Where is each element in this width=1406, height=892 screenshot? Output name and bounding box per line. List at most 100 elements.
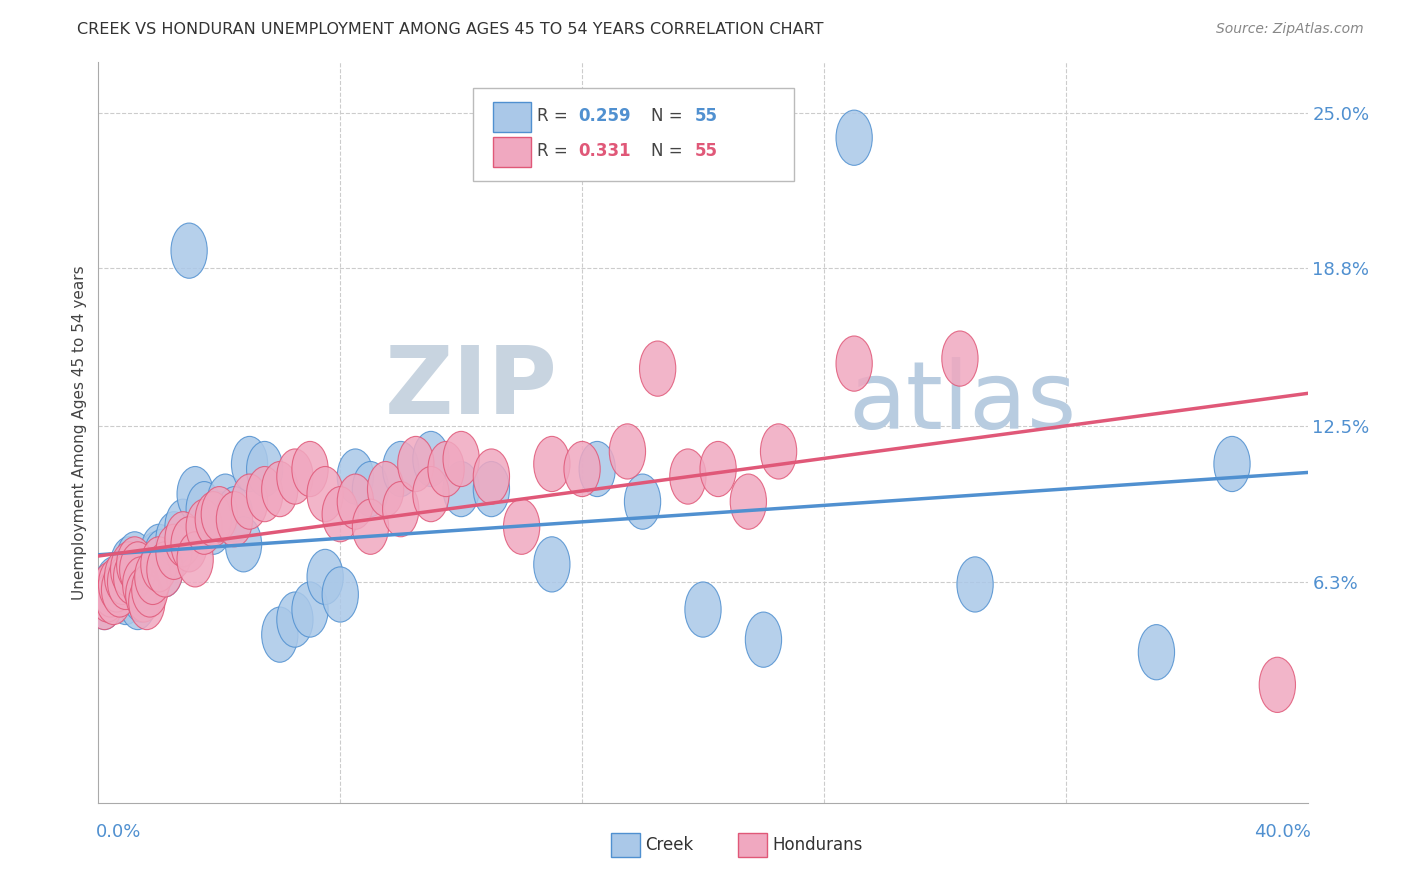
Text: 55: 55 — [695, 107, 717, 125]
Ellipse shape — [322, 567, 359, 622]
Ellipse shape — [90, 567, 125, 622]
Ellipse shape — [114, 549, 150, 605]
Ellipse shape — [132, 554, 167, 609]
Y-axis label: Unemployment Among Ages 45 to 54 years: Unemployment Among Ages 45 to 54 years — [72, 265, 87, 600]
Text: 40.0%: 40.0% — [1254, 823, 1310, 841]
Ellipse shape — [942, 331, 979, 386]
Ellipse shape — [624, 474, 661, 529]
Ellipse shape — [353, 500, 388, 554]
Ellipse shape — [837, 110, 872, 165]
Ellipse shape — [232, 474, 267, 529]
Ellipse shape — [111, 537, 146, 592]
Text: Hondurans: Hondurans — [772, 836, 862, 854]
Ellipse shape — [122, 557, 159, 612]
Text: ZIP: ZIP — [385, 343, 558, 434]
Ellipse shape — [217, 491, 253, 547]
Ellipse shape — [730, 474, 766, 529]
Ellipse shape — [177, 467, 214, 522]
Ellipse shape — [111, 549, 146, 605]
Ellipse shape — [146, 541, 183, 597]
Ellipse shape — [165, 512, 201, 567]
Ellipse shape — [120, 541, 156, 597]
Ellipse shape — [503, 500, 540, 554]
FancyBboxPatch shape — [738, 833, 768, 857]
Ellipse shape — [125, 562, 162, 617]
Ellipse shape — [246, 442, 283, 497]
Ellipse shape — [93, 562, 129, 617]
Ellipse shape — [837, 336, 872, 392]
Ellipse shape — [201, 486, 238, 541]
Ellipse shape — [337, 449, 374, 504]
Ellipse shape — [609, 424, 645, 479]
Ellipse shape — [156, 512, 193, 567]
Ellipse shape — [138, 532, 174, 587]
FancyBboxPatch shape — [612, 833, 640, 857]
Ellipse shape — [207, 474, 243, 529]
Ellipse shape — [172, 516, 207, 572]
Ellipse shape — [957, 557, 993, 612]
Ellipse shape — [1260, 657, 1295, 713]
Ellipse shape — [86, 574, 122, 630]
Ellipse shape — [122, 567, 159, 622]
Ellipse shape — [367, 461, 404, 516]
Ellipse shape — [104, 549, 141, 605]
Ellipse shape — [98, 562, 135, 617]
Ellipse shape — [292, 582, 328, 637]
Ellipse shape — [685, 582, 721, 637]
Text: CREEK VS HONDURAN UNEMPLOYMENT AMONG AGES 45 TO 54 YEARS CORRELATION CHART: CREEK VS HONDURAN UNEMPLOYMENT AMONG AGE… — [77, 22, 824, 37]
Ellipse shape — [146, 541, 183, 597]
Ellipse shape — [165, 500, 201, 554]
Ellipse shape — [98, 557, 135, 612]
FancyBboxPatch shape — [474, 88, 793, 181]
Ellipse shape — [225, 516, 262, 572]
Ellipse shape — [96, 569, 132, 624]
Text: 0.0%: 0.0% — [96, 823, 141, 841]
Ellipse shape — [104, 554, 141, 609]
Ellipse shape — [474, 461, 509, 516]
Ellipse shape — [201, 491, 238, 547]
Ellipse shape — [90, 567, 125, 622]
Ellipse shape — [427, 442, 464, 497]
Ellipse shape — [246, 467, 283, 522]
Ellipse shape — [232, 436, 267, 491]
Ellipse shape — [117, 537, 153, 592]
Ellipse shape — [93, 562, 129, 617]
Text: 0.331: 0.331 — [578, 142, 631, 160]
Ellipse shape — [96, 557, 132, 612]
Ellipse shape — [322, 486, 359, 541]
Text: atlas: atlas — [848, 357, 1077, 449]
Ellipse shape — [745, 612, 782, 667]
Ellipse shape — [177, 532, 214, 587]
Ellipse shape — [700, 442, 737, 497]
Ellipse shape — [114, 541, 150, 597]
Ellipse shape — [186, 482, 222, 537]
Ellipse shape — [277, 592, 314, 648]
Ellipse shape — [120, 549, 156, 605]
Ellipse shape — [564, 442, 600, 497]
Ellipse shape — [117, 532, 153, 587]
Ellipse shape — [111, 541, 146, 597]
Text: N =: N = — [651, 107, 688, 125]
Ellipse shape — [172, 223, 207, 278]
Ellipse shape — [135, 537, 172, 592]
Ellipse shape — [107, 554, 143, 609]
FancyBboxPatch shape — [492, 103, 531, 132]
Ellipse shape — [443, 432, 479, 486]
Ellipse shape — [143, 529, 180, 584]
Ellipse shape — [382, 482, 419, 537]
Ellipse shape — [156, 524, 193, 580]
Ellipse shape — [307, 467, 343, 522]
Ellipse shape — [141, 524, 177, 580]
Ellipse shape — [292, 442, 328, 497]
Text: 55: 55 — [695, 142, 717, 160]
Ellipse shape — [761, 424, 797, 479]
Ellipse shape — [640, 341, 676, 396]
Ellipse shape — [262, 607, 298, 662]
Ellipse shape — [141, 537, 177, 592]
Ellipse shape — [1139, 624, 1174, 680]
Text: 0.259: 0.259 — [578, 107, 631, 125]
Ellipse shape — [195, 491, 232, 547]
Ellipse shape — [1213, 436, 1250, 491]
Ellipse shape — [353, 461, 388, 516]
Ellipse shape — [125, 567, 162, 622]
